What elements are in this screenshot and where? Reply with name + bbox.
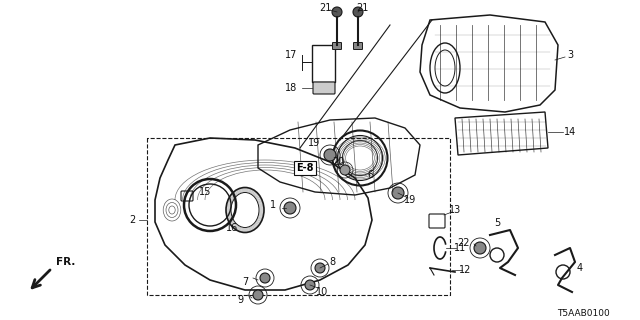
Text: 9: 9 bbox=[237, 295, 243, 305]
Text: 3: 3 bbox=[567, 50, 573, 60]
Circle shape bbox=[284, 202, 296, 214]
Text: 8: 8 bbox=[329, 257, 335, 267]
Circle shape bbox=[340, 165, 350, 175]
Text: 16: 16 bbox=[226, 223, 238, 233]
Text: 7: 7 bbox=[242, 277, 248, 287]
Circle shape bbox=[260, 273, 270, 283]
Text: 21: 21 bbox=[356, 3, 368, 13]
Text: 19: 19 bbox=[308, 138, 320, 148]
Circle shape bbox=[253, 290, 263, 300]
Text: 4: 4 bbox=[577, 263, 583, 273]
Text: FR.: FR. bbox=[56, 257, 76, 267]
FancyBboxPatch shape bbox=[353, 43, 362, 50]
Circle shape bbox=[315, 263, 325, 273]
Text: 17: 17 bbox=[285, 50, 297, 60]
Text: 12: 12 bbox=[459, 265, 471, 275]
Text: 2: 2 bbox=[129, 215, 135, 225]
Circle shape bbox=[324, 149, 336, 161]
Text: 22: 22 bbox=[458, 238, 470, 248]
Text: 5: 5 bbox=[494, 218, 500, 228]
Text: 13: 13 bbox=[449, 205, 461, 215]
Circle shape bbox=[474, 242, 486, 254]
Text: T5AAB0100: T5AAB0100 bbox=[557, 308, 610, 317]
Text: 6: 6 bbox=[367, 170, 373, 180]
Circle shape bbox=[305, 280, 315, 290]
FancyBboxPatch shape bbox=[313, 82, 335, 94]
Circle shape bbox=[392, 187, 404, 199]
Text: 11: 11 bbox=[454, 243, 466, 253]
Text: 15: 15 bbox=[199, 187, 211, 197]
Text: 1: 1 bbox=[270, 200, 276, 210]
Text: 18: 18 bbox=[285, 83, 297, 93]
Circle shape bbox=[332, 7, 342, 17]
Text: 21: 21 bbox=[319, 3, 331, 13]
Circle shape bbox=[353, 7, 363, 17]
Text: 20: 20 bbox=[333, 157, 345, 167]
Text: 10: 10 bbox=[316, 287, 328, 297]
Text: 19: 19 bbox=[404, 195, 416, 205]
Text: E-8: E-8 bbox=[296, 163, 314, 173]
Text: 14: 14 bbox=[564, 127, 576, 137]
FancyBboxPatch shape bbox=[333, 43, 342, 50]
